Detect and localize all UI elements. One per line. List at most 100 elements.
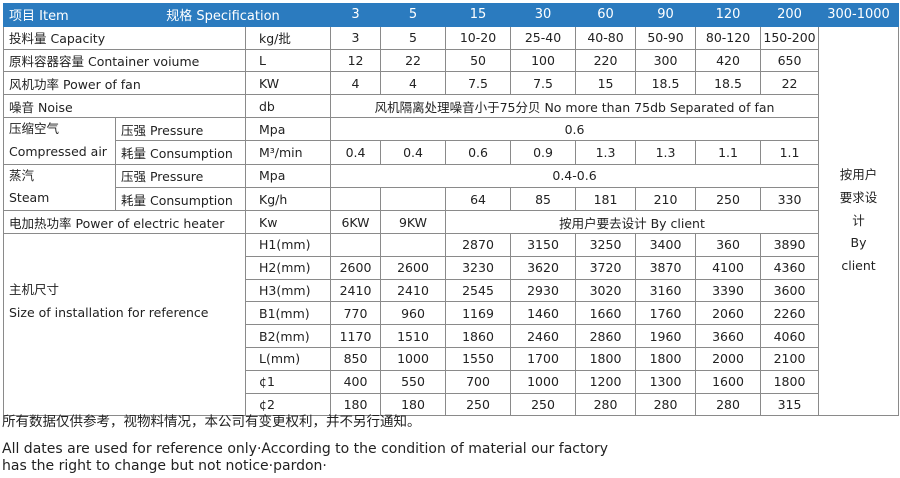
- value-cell: 3890: [760, 232, 820, 257]
- value-cell: 80-120: [695, 25, 762, 50]
- value-cell: 250: [510, 392, 577, 417]
- value-cell: 180: [380, 392, 447, 417]
- value-cell: 960: [380, 301, 447, 326]
- value-cell: 9KW: [380, 210, 447, 234]
- value-cell: 3870: [635, 255, 697, 280]
- value-cell: 1800: [635, 346, 697, 371]
- table-body: 项目 Item 规格 Specification 3 5 15 30 60 90 120 200 3…: [3, 3, 900, 417]
- value-cell: 330: [760, 186, 820, 212]
- group-label-line: 主机尺寸: [9, 281, 60, 297]
- value-cell: 100: [510, 48, 577, 73]
- table-row: ¢1 400 550 700 1000 1200 1300 1600 1800: [4, 369, 899, 394]
- value-cell: 18.5: [635, 71, 697, 96]
- value-cell: 2545: [445, 278, 512, 303]
- table-row: 原料容器容量 Container voiume L 12 22 50 100 220 300 4…: [3, 48, 899, 73]
- value-cell: 1860: [445, 324, 512, 348]
- value-cell: 1.1: [760, 140, 820, 165]
- value-cell: 150-200: [760, 25, 820, 50]
- value-cell: 1800: [760, 369, 820, 394]
- value-cell: 1169: [445, 301, 512, 326]
- value-cell: 550: [380, 369, 447, 394]
- value-cell: 250: [695, 186, 762, 212]
- value-cell: 1600: [695, 369, 762, 394]
- table-row: 耗量 Consumption M³/min 0.4 0.4 0.6 0.9 1.3 1.3 1.…: [4, 140, 899, 165]
- note-line: All dates are used for reference only·Ac…: [2, 441, 609, 457]
- value-cell: 22: [380, 48, 447, 73]
- value-cell: 1170: [330, 324, 382, 348]
- value-cell: 4100: [695, 255, 762, 280]
- value-cell: 3150: [510, 232, 577, 257]
- header-item: 项目 Item: [3, 3, 116, 27]
- table-row: 投料量 Capacity kg/批 3 5 10-20 25-40 40-80 50-90 80…: [3, 25, 900, 417]
- value-cell: 4360: [760, 255, 820, 280]
- table-row: 项目 Item 规格 Specification 3 5 15 30 60 90 120 200 3…: [3, 3, 900, 27]
- value-cell: 50-90: [635, 25, 697, 50]
- unit-cell: ¢1: [244, 369, 332, 394]
- row-label: 噪音 Noise: [3, 94, 246, 118]
- value-cell: 2060: [695, 301, 762, 326]
- value-cell: [330, 232, 382, 257]
- value-cell: 18.5: [695, 71, 762, 96]
- value-cell: 220: [575, 48, 637, 73]
- value-cell: 180: [330, 392, 382, 417]
- value-cell: 64: [445, 186, 512, 212]
- value-cell: 25-40: [510, 25, 577, 50]
- value-cell: 1760: [635, 301, 697, 326]
- header-size: 15: [445, 3, 512, 27]
- header-size: 200: [760, 3, 820, 27]
- value-cell: 10-20: [445, 25, 512, 50]
- merged-cell: 0.4-0.6: [330, 163, 820, 188]
- value-cell: 3: [330, 25, 382, 50]
- value-cell: 400: [330, 369, 382, 394]
- table-row: 耗量 Consumption Kg/h 64 85 181 210 250 330: [4, 186, 899, 212]
- group-label-line: Size of installation for reference: [9, 304, 209, 320]
- merged-cell: 风机隔离处理噪音小于75分贝 No more than 75db Separat…: [330, 94, 820, 118]
- value-cell: 50: [445, 48, 512, 73]
- custom-note-line: By: [850, 235, 867, 251]
- value-cell: 1510: [380, 324, 447, 348]
- value-cell: 0.9: [510, 140, 577, 165]
- table-row: 压缩空气 Compressed air 压强 Pressure Mpa 0.6: [3, 116, 899, 165]
- table-row: H2(mm) 2600 2600 3230 3620 3720 3870 4100 4360: [4, 255, 899, 280]
- value-cell: 3250: [575, 232, 637, 257]
- value-cell: 85: [510, 186, 577, 212]
- sub-label: 压强 Pressure: [115, 163, 246, 188]
- row-label: 原料容器容量 Container voiume: [3, 48, 246, 73]
- value-cell: 4: [380, 71, 447, 96]
- unit-cell: Kg/h: [244, 186, 332, 212]
- unit-cell: B1(mm): [244, 301, 332, 326]
- value-cell: 181: [575, 186, 637, 212]
- value-cell: 1800: [575, 346, 637, 371]
- value-cell: 15: [575, 71, 637, 96]
- value-cell: 2410: [380, 278, 447, 303]
- note-line: 所有数据仅供参考，视物料情况，本公司有变更权利，并不另行通知。: [2, 414, 421, 430]
- group-label-line: 蒸汽: [9, 167, 35, 183]
- value-cell: 2870: [445, 232, 512, 257]
- value-cell: 3620: [510, 255, 577, 280]
- value-cell: 2600: [380, 255, 447, 280]
- value-cell: 315: [760, 392, 820, 417]
- value-cell: 6KW: [330, 210, 382, 234]
- value-cell: 12: [330, 48, 382, 73]
- custom-note-line: 按用户: [839, 167, 878, 183]
- value-cell: 850: [330, 346, 382, 371]
- table-row: B1(mm) 770 960 1169 1460 1660 1760 2060 2260: [4, 301, 899, 326]
- unit-cell: KW: [244, 71, 332, 96]
- value-cell: 3720: [575, 255, 637, 280]
- value-cell: 650: [760, 48, 820, 73]
- value-cell: 300: [635, 48, 697, 73]
- unit-cell: Mpa: [244, 116, 332, 142]
- value-cell: [380, 186, 447, 212]
- value-cell: 1660: [575, 301, 637, 326]
- table-row: 蒸汽 Steam 压强 Pressure Mpa 0.4-0.6: [3, 163, 899, 212]
- value-cell: 5: [380, 25, 447, 50]
- value-cell: 360: [695, 232, 762, 257]
- value-cell: 40-80: [575, 25, 637, 50]
- value-cell: 4: [330, 71, 382, 96]
- value-cell: 2460: [510, 324, 577, 348]
- row-label: 电加热功率 Power of electric heater: [3, 210, 246, 234]
- unit-cell: Mpa: [244, 163, 332, 188]
- spec-table: 项目 Item 规格 Specification 3 5 15 30 60 90 120 200 3…: [3, 3, 900, 417]
- unit-cell: kg/批: [244, 25, 332, 50]
- unit-cell: ¢2: [244, 392, 332, 417]
